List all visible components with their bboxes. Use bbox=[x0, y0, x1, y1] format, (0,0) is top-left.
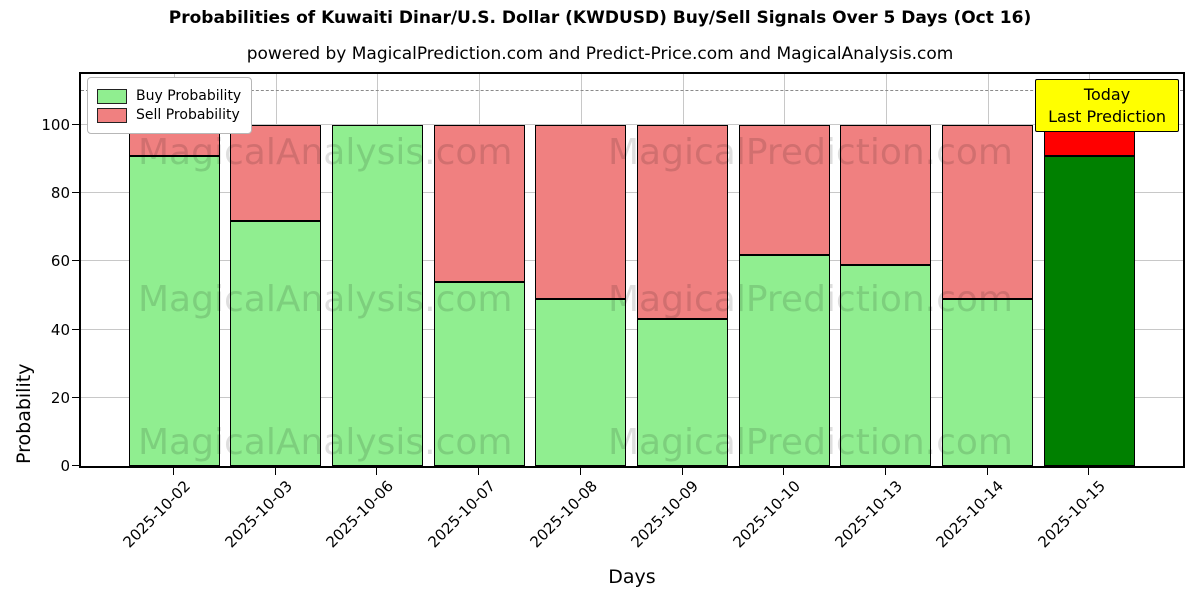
legend-label-sell: Sell Probability bbox=[136, 107, 240, 123]
x-tick-mark bbox=[884, 468, 886, 475]
y-gridline bbox=[81, 192, 1183, 194]
y-gridline bbox=[81, 124, 1183, 126]
today-annotation-line2: Last Prediction bbox=[1048, 106, 1166, 126]
y-tick-label: 40 bbox=[50, 320, 70, 339]
x-tick-mark bbox=[579, 468, 581, 475]
bar-buy-segment bbox=[942, 298, 1034, 466]
bar-buy-segment bbox=[433, 281, 525, 466]
x-tick-label: 2025-10-14 bbox=[932, 477, 1008, 552]
bar-sell-segment bbox=[738, 125, 830, 255]
today-annotation-line1: Today bbox=[1083, 85, 1131, 104]
x-tick-label: 2025-10-08 bbox=[526, 477, 601, 552]
y-tick-mark bbox=[72, 465, 79, 466]
y-gridline bbox=[81, 396, 1183, 398]
bar-sell-segment bbox=[433, 125, 525, 282]
bar-sell-segment bbox=[535, 125, 627, 299]
y-tick-mark bbox=[72, 328, 79, 330]
legend-item-buy: Buy Probability bbox=[97, 88, 241, 104]
bar-buy-segment bbox=[637, 319, 728, 466]
x-tick-mark bbox=[986, 468, 988, 475]
legend-swatch-sell bbox=[97, 107, 127, 123]
y-gridline bbox=[81, 328, 1183, 330]
y-gridline bbox=[81, 260, 1183, 262]
plot-area: Buy Probability Sell Probability Today L… bbox=[79, 72, 1185, 468]
x-tick-mark bbox=[1088, 468, 1090, 475]
bar-buy-segment bbox=[840, 264, 932, 466]
watermark-text: MagicalPrediction.com bbox=[608, 132, 1013, 173]
bar-sell-segment bbox=[942, 125, 1034, 299]
today-annotation: Today Last Prediction bbox=[1035, 79, 1179, 133]
bar-sell-segment bbox=[840, 125, 932, 265]
watermark-text: MagicalAnalysis.com bbox=[138, 279, 513, 320]
bar-buy-segment bbox=[128, 155, 220, 466]
x-tick-mark bbox=[274, 468, 276, 475]
x-tick-label: 2025-10-15 bbox=[1034, 477, 1110, 552]
x-tick-mark bbox=[783, 468, 785, 475]
x-tick-label: 2025-10-10 bbox=[729, 477, 804, 552]
watermark-text: MagicalPrediction.com bbox=[608, 279, 1013, 320]
y-tick-mark bbox=[72, 396, 79, 398]
x-tick-mark bbox=[681, 468, 683, 475]
legend-swatch-buy bbox=[97, 88, 127, 104]
x-tick-mark bbox=[376, 468, 378, 475]
x-tick-mark bbox=[478, 468, 480, 475]
chart-title: Probabilities of Kuwaiti Dinar/U.S. Doll… bbox=[168, 8, 1032, 28]
y-tick-label: 0 bbox=[60, 457, 70, 475]
legend: Buy Probability Sell Probability bbox=[87, 77, 253, 134]
legend-label-buy: Buy Probability bbox=[136, 88, 242, 104]
x-tick-label: 2025-10-07 bbox=[424, 477, 499, 552]
watermark-text: MagicalAnalysis.com bbox=[138, 422, 513, 463]
x-axis-title: Days bbox=[608, 566, 656, 588]
x-tick-label: 2025-10-09 bbox=[627, 477, 703, 552]
bar-buy-segment bbox=[1043, 155, 1135, 466]
y-tick-mark bbox=[72, 124, 79, 126]
bar-buy-segment bbox=[331, 125, 423, 466]
legend-item-sell: Sell Probability bbox=[97, 107, 241, 123]
x-tick-label: 2025-10-03 bbox=[221, 477, 296, 552]
bar-sell-segment bbox=[637, 125, 728, 320]
y-tick-mark bbox=[72, 260, 79, 262]
bar-buy-segment bbox=[738, 254, 830, 466]
chart-subtitle: powered by MagicalPrediction.com and Pre… bbox=[246, 44, 954, 64]
y-tick-mark bbox=[72, 192, 79, 194]
bar-sell-segment bbox=[230, 125, 322, 221]
x-tick-label: 2025-10-02 bbox=[119, 477, 194, 552]
y-tick-label: 80 bbox=[50, 184, 70, 203]
watermark-text: MagicalPrediction.com bbox=[608, 422, 1013, 463]
y-tick-label: 60 bbox=[50, 252, 70, 271]
y-tick-label: 20 bbox=[50, 388, 70, 407]
y-tick-label: 100 bbox=[41, 116, 70, 135]
bar-buy-segment bbox=[230, 220, 322, 466]
bar-buy-segment bbox=[535, 298, 627, 466]
x-tick-label: 2025-10-13 bbox=[831, 477, 906, 552]
watermark-text: MagicalAnalysis.com bbox=[138, 132, 513, 173]
threshold-dashed-line bbox=[81, 90, 1183, 92]
x-tick-mark bbox=[173, 468, 174, 475]
x-tick-label: 2025-10-06 bbox=[322, 477, 398, 552]
